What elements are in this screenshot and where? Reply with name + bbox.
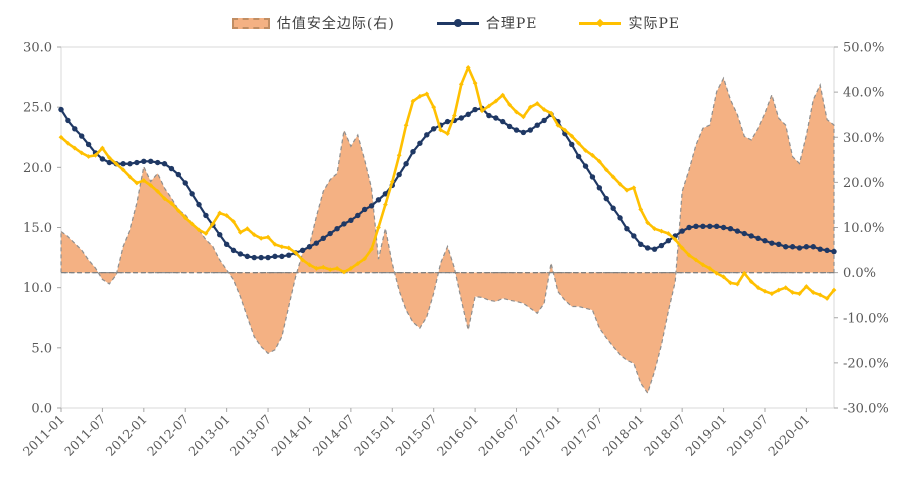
right-axis-tick-label: -30.0% <box>843 402 889 417</box>
right-axis-tick-label: 40.0% <box>843 86 884 101</box>
left-axis-tick-label: 20.0 <box>23 161 52 176</box>
left-axis-tick-label: 25.0 <box>23 101 52 116</box>
x-axis-tick-label: 2012-07 <box>144 411 191 458</box>
legend-label-safety-margin: 估值安全边际(右) <box>276 16 395 32</box>
legend-item-reasonable-pe: 合理PE <box>436 13 538 33</box>
line-diamond-swatch-icon <box>579 18 622 28</box>
left-axis-tick-label: 15.0 <box>23 221 52 236</box>
left-axis-tick-label: 5.0 <box>31 341 52 356</box>
left-axis-tick-label: 0.0 <box>31 402 52 417</box>
x-axis-tick-label: 2014-01 <box>268 412 315 459</box>
x-axis-tick-label: 2017-01 <box>517 412 564 459</box>
right-axis-tick-label: 0.0% <box>843 266 876 281</box>
safety-margin-area <box>60 76 835 395</box>
x-axis-tick-label: 2013-07 <box>227 411 274 458</box>
x-axis-tick-label: 2019-07 <box>724 411 771 458</box>
area-swatch-icon <box>231 17 270 29</box>
legend-item-actual-pe: 实际PE <box>579 13 680 33</box>
legend-item-safety-margin: 估值安全边际(右) <box>231 13 395 33</box>
legend-label-reasonable-pe: 合理PE <box>485 16 538 32</box>
actual-pe-line-markers <box>58 65 837 301</box>
right-axis-tick-label: 50.0% <box>843 41 884 56</box>
left-axis-tick-label: 10.0 <box>23 281 52 296</box>
right-axis-tick-label: 10.0% <box>843 221 884 236</box>
x-axis-tick-label: 2016-01 <box>434 412 481 459</box>
right-axis-tick-label: -10.0% <box>843 311 889 326</box>
x-axis-tick-label: 2012-01 <box>103 412 150 459</box>
left-axis-tick-label: 30.0 <box>23 41 52 56</box>
right-axis-tick-label: 20.0% <box>843 176 884 191</box>
right-axis-tick-label: -20.0% <box>843 356 889 371</box>
line-circle-swatch-icon <box>436 18 479 28</box>
x-axis-tick-label: 2011-01 <box>20 412 67 459</box>
x-axis-tick-label: 2018-01 <box>600 412 647 459</box>
x-axis-tick-label: 2011-07 <box>61 411 108 458</box>
x-axis-tick-label: 2016-07 <box>475 411 522 458</box>
x-axis-tick-label: 2013-01 <box>185 412 232 459</box>
x-axis-tick-label: 2015-01 <box>351 412 398 459</box>
right-axis-tick-label: 30.0% <box>843 131 884 146</box>
x-axis-tick-label: 2020-01 <box>765 412 812 459</box>
x-axis-tick-label: 2017-07 <box>558 411 605 458</box>
legend: 估值安全边际(右) 合理PE 实际PE <box>0 13 912 33</box>
legend-label-actual-pe: 实际PE <box>628 16 681 32</box>
x-axis-tick-label: 2015-07 <box>392 411 439 458</box>
x-axis-tick-label: 2018-07 <box>641 411 688 458</box>
x-axis-tick-label: 2014-07 <box>310 411 357 458</box>
x-axis-tick-label: 2019-01 <box>682 412 729 459</box>
